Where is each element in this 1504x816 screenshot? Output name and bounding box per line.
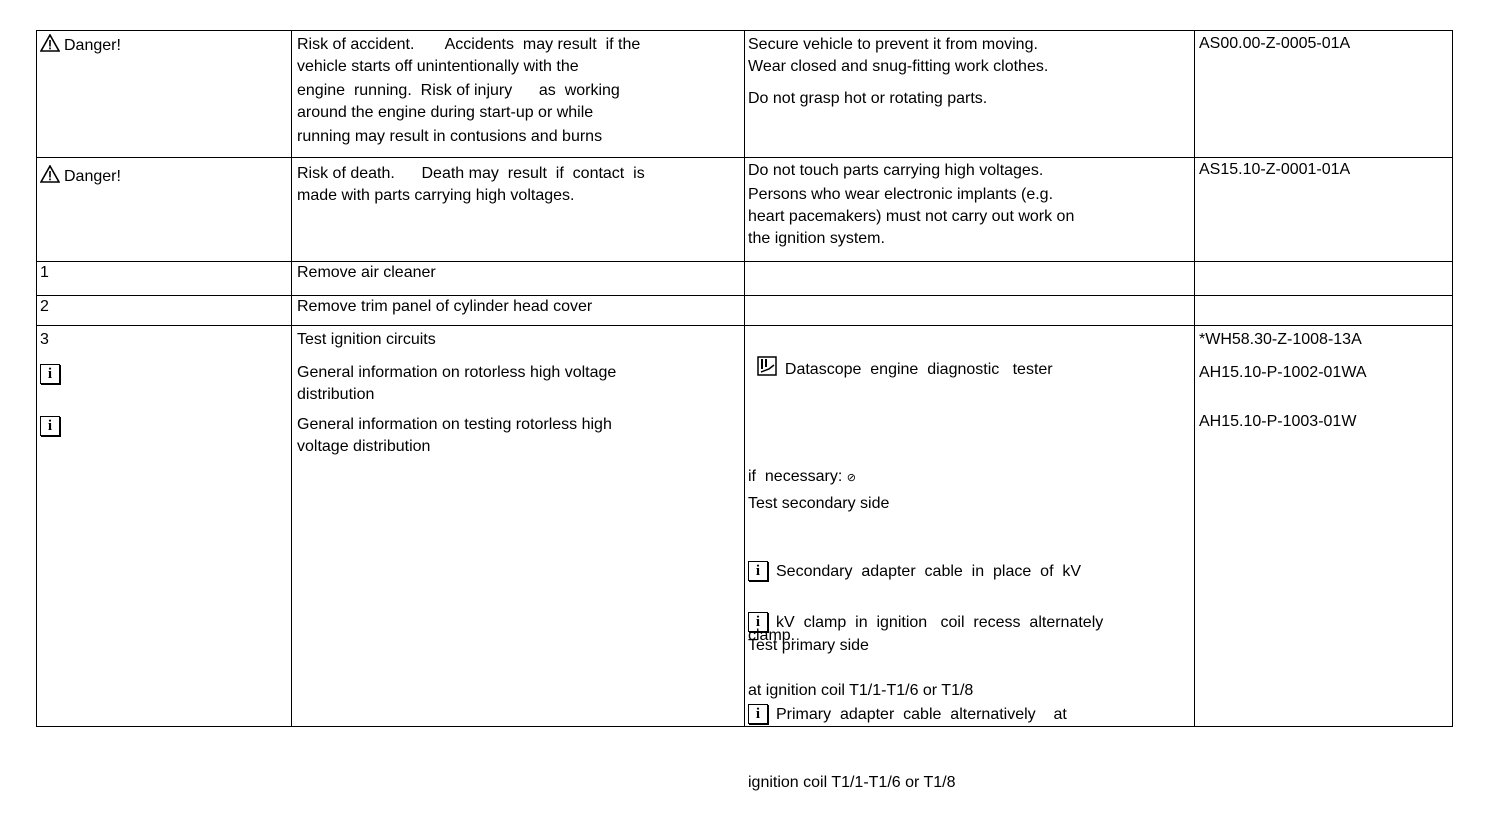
warning-triangle-icon [40,165,60,183]
primary-side-title: Test primary side [748,637,869,654]
info-secondary-adapter[interactable]: i Secondary adapter cable in place of kV … [748,561,1082,644]
column-divider [36,30,37,727]
risk-description: Risk of death. Death may result if conta… [297,165,645,204]
danger-label: Danger! [40,34,121,57]
info-icon: i [748,704,768,724]
document-reference[interactable]: AS00.00-Z-0005-01A [1199,35,1351,52]
step-number: 3 [40,331,49,348]
document-reference[interactable]: AH15.10-P-1003-01W [1199,413,1357,430]
info-link-testing[interactable]: General information on testing rotorless… [297,416,612,455]
info-icon[interactable]: i [40,364,68,386]
special-symbol-icon: ⊘ [846,472,856,484]
info-icon[interactable]: i [40,416,68,438]
risk-description: Risk of accident. Accidents may result i… [297,36,641,145]
precaution-text: Do not touch parts carrying high voltage… [748,162,1075,247]
info-icon: i [748,561,768,581]
warning-triangle-icon [40,34,60,52]
info-icon: i [748,612,768,632]
document-reference[interactable]: AH15.10-P-1002-01WA [1199,364,1367,381]
step-number: 1 [40,264,49,281]
document-reference[interactable]: *WH58.30-Z-1008-13A [1199,331,1362,348]
column-divider [1452,30,1453,727]
if-necessary-label: if necessary: ⊘ [748,468,856,485]
step-text: Remove trim panel of cylinder head cover [297,298,593,315]
column-divider [1194,30,1195,727]
tester-item[interactable]: Datascope engine diagnostic tester [748,334,1053,381]
secondary-side-title: Test secondary side [748,495,890,512]
info-primary-adapter[interactable]: i Primary adapter cable alternatively at … [748,704,1067,791]
step-text: Remove air cleaner [297,264,436,281]
step-number: 2 [40,298,49,315]
document-reference[interactable]: AS15.10-Z-0001-01A [1199,161,1351,178]
tester-icon [757,356,777,376]
info-link-general[interactable]: General information on rotorless high vo… [297,364,617,403]
column-divider [291,30,292,727]
precaution-text: Secure vehicle to prevent it from moving… [748,36,1049,107]
column-divider [744,30,745,727]
step-text: Test ignition circuits [297,331,436,348]
danger-label: Danger! [40,165,121,188]
info-kv-clamp[interactable]: i kV clamp in ignition coil recess altern… [748,612,1104,699]
